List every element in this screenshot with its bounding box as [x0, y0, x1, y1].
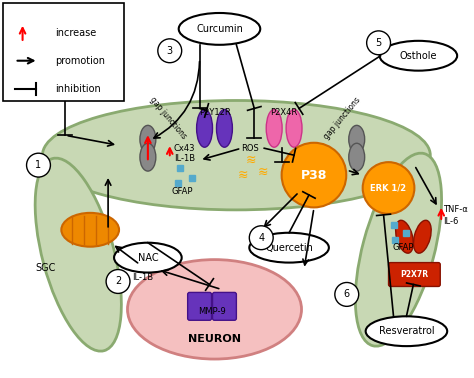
Text: 4: 4	[258, 233, 264, 243]
Text: Osthole: Osthole	[400, 51, 437, 61]
Ellipse shape	[413, 220, 431, 253]
Circle shape	[158, 39, 182, 63]
FancyBboxPatch shape	[389, 263, 440, 287]
Ellipse shape	[349, 143, 365, 171]
Circle shape	[367, 31, 391, 55]
Ellipse shape	[61, 213, 119, 247]
Ellipse shape	[349, 125, 365, 153]
Text: MMP-9: MMP-9	[198, 307, 226, 316]
Text: P2X4R: P2X4R	[271, 108, 298, 117]
Circle shape	[27, 153, 50, 177]
Ellipse shape	[396, 220, 413, 253]
Ellipse shape	[114, 243, 182, 273]
Text: SGC: SGC	[36, 263, 56, 273]
Ellipse shape	[363, 162, 414, 214]
Text: ERK 1/2: ERK 1/2	[371, 183, 407, 192]
Ellipse shape	[140, 125, 156, 153]
Ellipse shape	[356, 153, 442, 346]
Text: Curcumin: Curcumin	[196, 24, 243, 34]
Text: gap junctions: gap junctions	[322, 96, 362, 141]
Text: P38: P38	[301, 169, 327, 181]
Ellipse shape	[365, 316, 447, 346]
Ellipse shape	[43, 101, 430, 210]
Ellipse shape	[282, 143, 346, 208]
Ellipse shape	[179, 13, 260, 45]
Text: 6: 6	[344, 290, 350, 299]
Text: NAC: NAC	[137, 253, 158, 263]
FancyBboxPatch shape	[212, 293, 237, 320]
Ellipse shape	[25, 53, 106, 85]
Text: Cx43: Cx43	[174, 144, 195, 153]
Text: 1: 1	[36, 160, 42, 170]
Text: Quercetin: Quercetin	[265, 243, 313, 253]
Ellipse shape	[140, 143, 156, 171]
Text: GFAP: GFAP	[392, 243, 414, 252]
Text: 5: 5	[375, 38, 382, 48]
Text: P2X7R: P2X7R	[401, 270, 428, 279]
Circle shape	[249, 226, 273, 249]
FancyBboxPatch shape	[3, 3, 124, 101]
Text: IL-1B: IL-1B	[132, 273, 154, 282]
Text: TNF-α: TNF-α	[443, 205, 468, 214]
Text: ≋: ≋	[246, 154, 256, 167]
Text: IL-1B: IL-1B	[174, 154, 195, 163]
Ellipse shape	[35, 158, 121, 351]
Text: ≋: ≋	[258, 166, 268, 178]
Text: Vitamin E: Vitamin E	[42, 64, 89, 74]
Text: P2Y12R: P2Y12R	[199, 108, 230, 117]
Text: GFAP: GFAP	[172, 187, 193, 197]
Ellipse shape	[380, 41, 457, 71]
Text: promotion: promotion	[55, 56, 105, 66]
Text: gap junctions: gap junctions	[147, 96, 188, 141]
Ellipse shape	[266, 110, 282, 147]
Ellipse shape	[197, 110, 212, 147]
Text: ≋: ≋	[238, 169, 248, 181]
Text: increase: increase	[55, 28, 97, 38]
Text: ROS: ROS	[241, 144, 259, 153]
Circle shape	[106, 270, 130, 293]
Circle shape	[335, 282, 359, 306]
Ellipse shape	[128, 260, 301, 359]
Text: NEURON: NEURON	[188, 334, 241, 344]
FancyBboxPatch shape	[188, 293, 211, 320]
Text: IL-6: IL-6	[443, 217, 459, 226]
Text: Resveratrol: Resveratrol	[379, 326, 434, 336]
Text: 2: 2	[115, 276, 121, 287]
Ellipse shape	[286, 110, 302, 147]
Text: 3: 3	[167, 46, 173, 56]
Ellipse shape	[249, 233, 329, 263]
Text: inhibition: inhibition	[55, 84, 101, 94]
Ellipse shape	[217, 110, 232, 147]
